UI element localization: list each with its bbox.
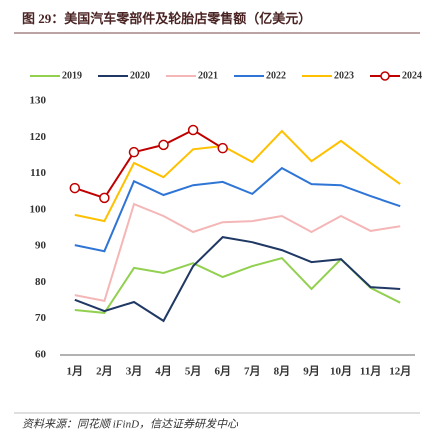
- point-marker: [69, 182, 81, 194]
- y-tick-label: 60: [35, 349, 47, 361]
- y-tick-label: 90: [35, 240, 47, 252]
- legend-label: 2019: [62, 70, 82, 81]
- y-tick-label: 70: [35, 312, 47, 324]
- legend-label: 2021: [198, 70, 218, 81]
- source: 资料来源：同花顺 iFinD，信达证券研发中心: [22, 418, 239, 431]
- legend-label: 2020: [130, 70, 150, 81]
- point-marker: [158, 139, 169, 151]
- y-tick-label: 120: [30, 131, 47, 143]
- x-tick-label: 7月: [244, 365, 261, 378]
- legend-marker: [380, 71, 390, 81]
- x-tick-label: 6月: [214, 365, 231, 378]
- point-marker: [187, 124, 199, 136]
- point-marker: [99, 192, 110, 204]
- legend-label: 2024: [402, 70, 422, 81]
- x-tick-label: 10月: [330, 365, 352, 378]
- y-tick-label: 110: [30, 167, 46, 179]
- x-tick-label: 1月: [67, 365, 84, 378]
- point-marker: [217, 142, 228, 154]
- series-line: [74, 202, 401, 303]
- x-tick-label: 12月: [389, 365, 411, 378]
- x-tick-label: 9月: [303, 365, 320, 378]
- series-line: [74, 129, 401, 223]
- y-tick-label: 130: [30, 95, 47, 107]
- x-tick-label: 4月: [155, 365, 172, 378]
- y-tick-label: 100: [30, 203, 47, 215]
- legend-label: 2022: [266, 70, 286, 81]
- point-marker: [128, 146, 140, 158]
- y-tick-label: 80: [35, 276, 47, 288]
- x-tick-label: 11月: [360, 365, 381, 378]
- series-line: [74, 166, 401, 253]
- series-line: [74, 236, 401, 323]
- chart-title: 图 29：美国汽车零部件及轮胎店零售额（亿美元）: [22, 11, 311, 26]
- x-tick-label: 8月: [274, 365, 291, 378]
- x-tick-label: 2月: [96, 365, 113, 378]
- x-tick-label: 5月: [185, 365, 202, 378]
- legend-label: 2023: [334, 70, 354, 81]
- x-tick-label: 3月: [126, 365, 143, 378]
